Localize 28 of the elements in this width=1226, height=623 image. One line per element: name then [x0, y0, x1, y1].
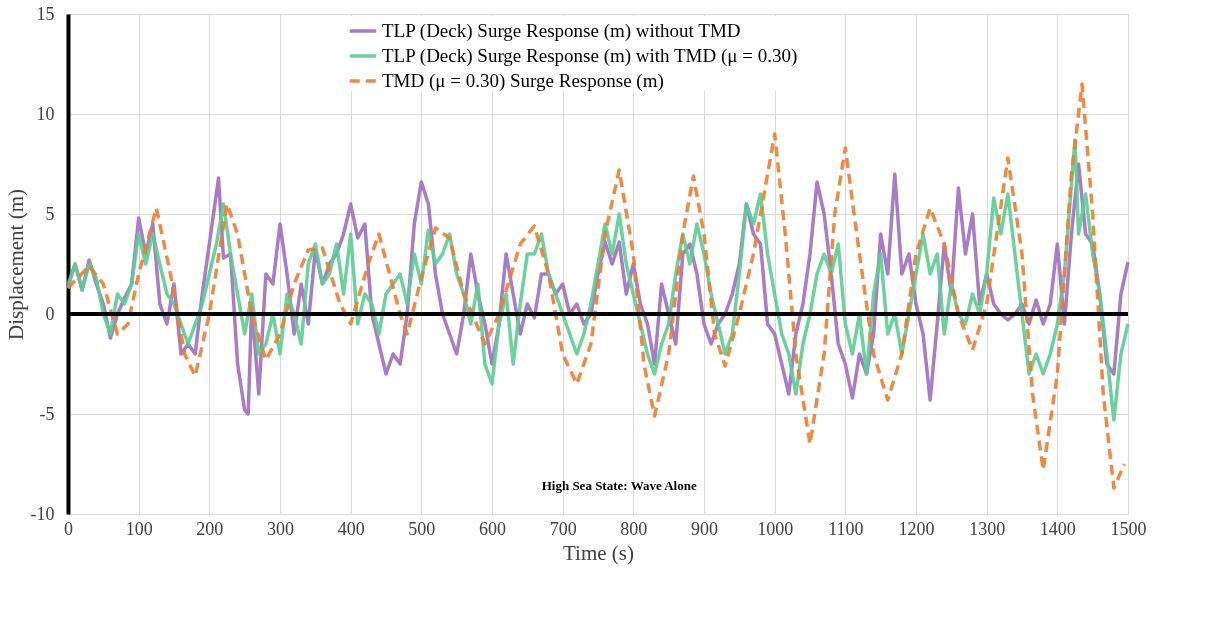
y-tick-label: 0 — [45, 303, 55, 324]
x-tick-label: 900 — [691, 518, 718, 539]
legend-label: TMD (μ = 0.30) Surge Response (m) — [382, 70, 664, 92]
x-tick-label: 1100 — [828, 518, 864, 539]
legend-label: TLP (Deck) Surge Response (m) without TMD — [382, 20, 741, 42]
y-tick-label: -5 — [39, 403, 55, 424]
x-tick-label: 700 — [549, 518, 577, 539]
y-tick-label: -10 — [30, 503, 55, 524]
x-tick-label: 400 — [337, 518, 365, 539]
y-axis-title: Displacement (m) — [3, 188, 28, 341]
annotation: High Sea State: Wave Alone — [541, 478, 697, 493]
x-tick-label: 300 — [267, 518, 294, 539]
legend-label: TLP (Deck) Surge Response (m) with TMD (μ = 0.30) — [382, 45, 798, 67]
x-tick-label: 100 — [125, 518, 153, 539]
x-tick-label: 200 — [196, 518, 224, 539]
x-tick-label: 1200 — [898, 518, 935, 539]
x-tick-label: 1400 — [1039, 518, 1076, 539]
x-axis-title: Time (s) — [563, 540, 634, 565]
x-tick-label: 500 — [408, 518, 436, 539]
x-tick-label: 0 — [64, 518, 73, 539]
x-tick-label: 1300 — [969, 518, 1006, 539]
x-tick-label: 1000 — [757, 518, 794, 539]
y-tick-label: 15 — [36, 3, 55, 24]
y-tick-label: 5 — [45, 203, 55, 224]
x-tick-label: 1500 — [1110, 518, 1147, 539]
y-tick-label: 10 — [36, 103, 55, 124]
x-tick-label: 800 — [620, 518, 648, 539]
x-tick-label: 600 — [479, 518, 506, 539]
